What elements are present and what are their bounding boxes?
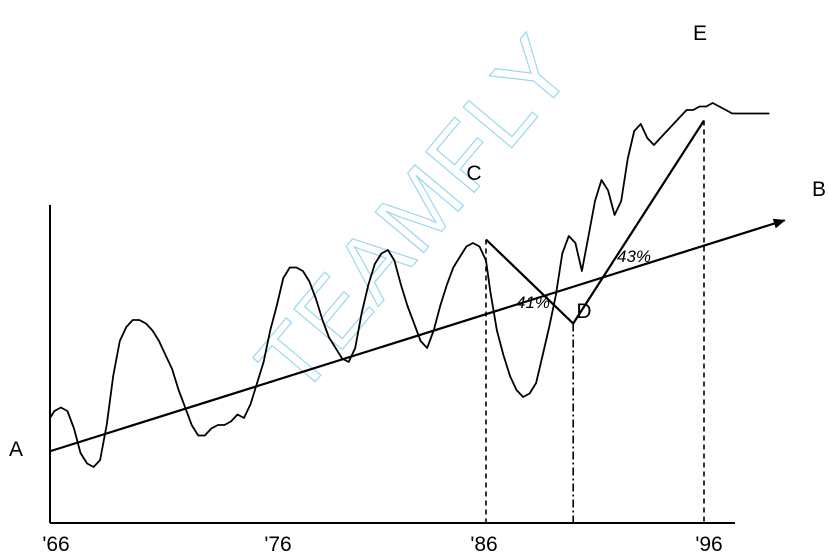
- watermark: TEAMFLY: [237, 17, 592, 413]
- x-tick-label-1996: '96: [695, 533, 722, 556]
- annotation-43-pct: 43%: [617, 247, 651, 266]
- point-label-b: B: [812, 178, 826, 201]
- point-label-d: D: [576, 300, 591, 323]
- x-tick-label-1976: '76: [264, 533, 291, 556]
- annotation-41-pct: 41%: [516, 293, 550, 312]
- point-label-e: E: [693, 22, 707, 45]
- point-label-c: C: [466, 162, 481, 185]
- point-label-a: A: [9, 438, 23, 461]
- price-series-line: [49, 102, 770, 468]
- x-tick-label-1986: '86: [470, 533, 497, 556]
- trend-line: [49, 218, 786, 453]
- x-tick-label-1966: '66: [42, 533, 69, 556]
